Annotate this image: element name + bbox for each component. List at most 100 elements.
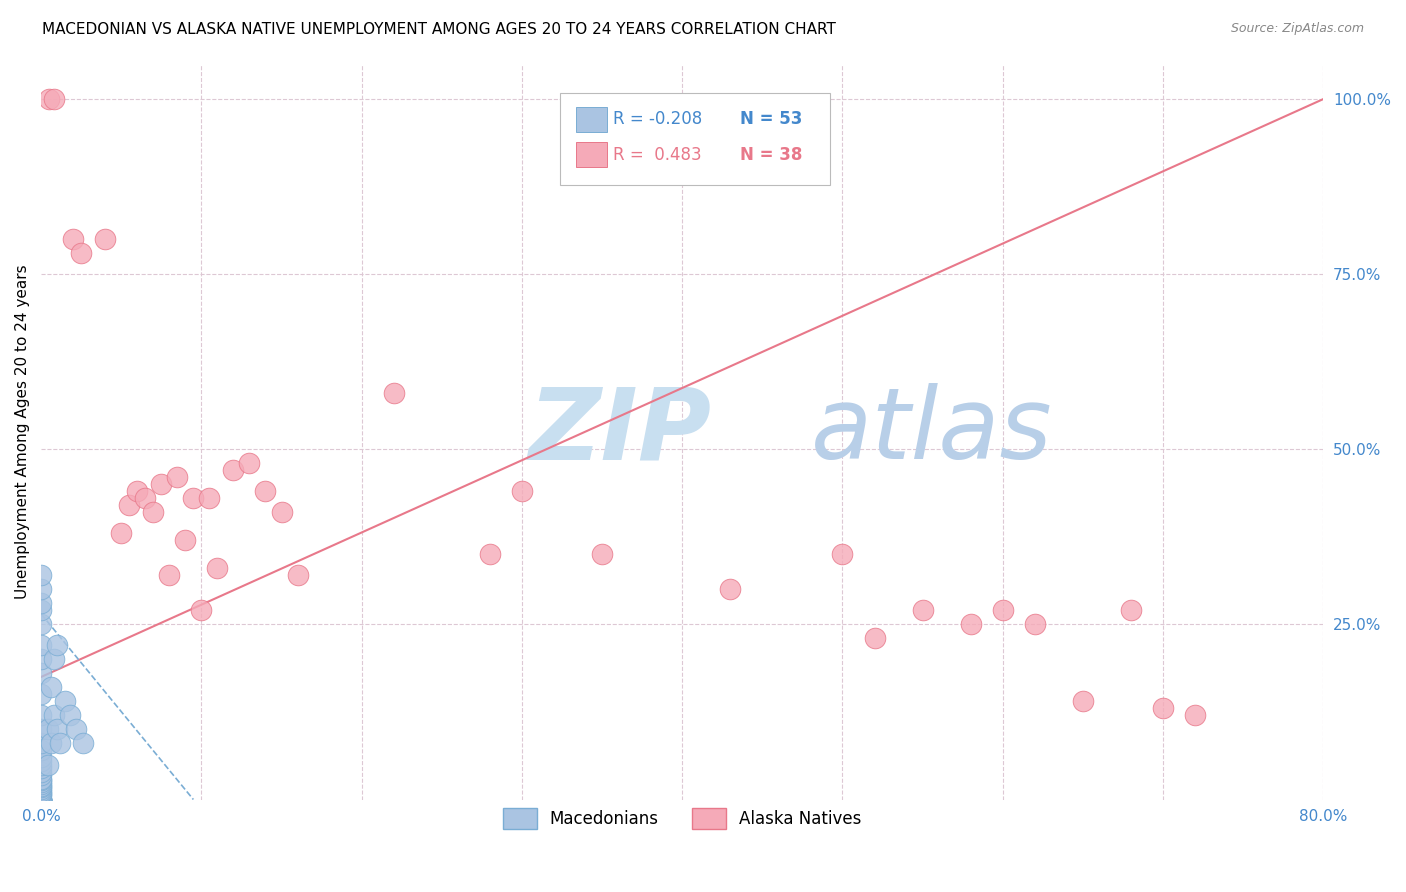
Point [30,792,52,806]
Point [30,652,52,666]
Point [30,764,52,779]
Point [30,688,52,702]
Point [30,768,52,782]
Point [46,639,69,653]
Point [30,779,52,793]
Point [30,780,52,794]
Point [1152,701,1174,715]
Point [30,792,52,806]
Point [30,617,52,632]
Point [42,92,65,106]
Point [38,92,60,106]
Point [254,484,277,499]
Point [59,708,82,723]
Point [911,603,934,617]
Point [134,491,156,506]
Point [157,568,180,582]
Point [42,708,65,723]
Point [30,775,52,789]
Point [831,547,853,561]
Point [30,792,52,806]
Point [94,232,117,246]
Point [30,757,52,772]
Point [478,547,501,561]
Y-axis label: Unemployment Among Ages 20 to 24 years: Unemployment Among Ages 20 to 24 years [15,265,30,599]
Point [30,787,52,801]
Point [30,582,52,597]
Text: R = -0.208: R = -0.208 [613,111,702,128]
Point [591,547,613,561]
Point [53,694,76,708]
Point [30,754,52,768]
Point [30,792,52,806]
Point [863,632,886,646]
Point [42,652,65,666]
Point [110,526,132,541]
Point [70,246,93,260]
FancyBboxPatch shape [576,107,606,132]
Point [30,568,52,582]
Point [142,505,165,519]
Point [30,792,52,806]
Point [37,757,59,772]
Text: Source: ZipAtlas.com: Source: ZipAtlas.com [1230,22,1364,36]
Point [30,789,52,803]
Point [49,737,72,751]
Point [238,456,260,470]
Point [207,561,229,575]
Point [118,499,141,513]
Point [62,232,84,246]
Text: N = 53: N = 53 [740,111,803,128]
Point [30,782,52,797]
Point [382,386,405,401]
FancyBboxPatch shape [561,94,830,186]
Point [222,463,245,477]
Text: ZIP: ZIP [529,384,711,480]
Point [37,723,59,737]
Point [30,723,52,737]
Point [39,737,62,751]
Point [190,603,212,617]
Point [30,772,52,786]
Point [30,792,52,806]
Text: N = 38: N = 38 [740,145,803,163]
Point [30,784,52,798]
Point [30,737,52,751]
Point [30,777,52,791]
Point [1024,617,1046,632]
Point [287,568,309,582]
Point [30,792,52,806]
Text: R =  0.483: R = 0.483 [613,145,702,163]
Point [30,785,52,799]
Point [39,681,62,695]
Text: MACEDONIAN VS ALASKA NATIVE UNEMPLOYMENT AMONG AGES 20 TO 24 YEARS CORRELATION C: MACEDONIAN VS ALASKA NATIVE UNEMPLOYMENT… [42,22,837,37]
Point [46,723,69,737]
Point [270,505,292,519]
Point [198,491,221,506]
Point [150,477,173,491]
Point [65,723,87,737]
Point [174,533,197,548]
Point [991,603,1014,617]
Point [959,617,981,632]
Text: atlas: atlas [810,384,1052,480]
Point [183,491,205,506]
Point [30,596,52,610]
Point [166,470,188,484]
Point [30,792,52,806]
Point [1119,603,1142,617]
Point [30,772,52,787]
Legend: Macedonians, Alaska Natives: Macedonians, Alaska Natives [496,802,868,835]
Point [30,708,52,723]
Point [510,484,533,499]
Point [30,792,52,806]
Point [30,761,52,775]
Point [30,666,52,681]
Point [718,582,741,597]
Point [72,737,94,751]
Point [127,484,149,499]
Point [30,792,52,806]
FancyBboxPatch shape [576,142,606,167]
Point [30,639,52,653]
Point [1184,708,1206,723]
